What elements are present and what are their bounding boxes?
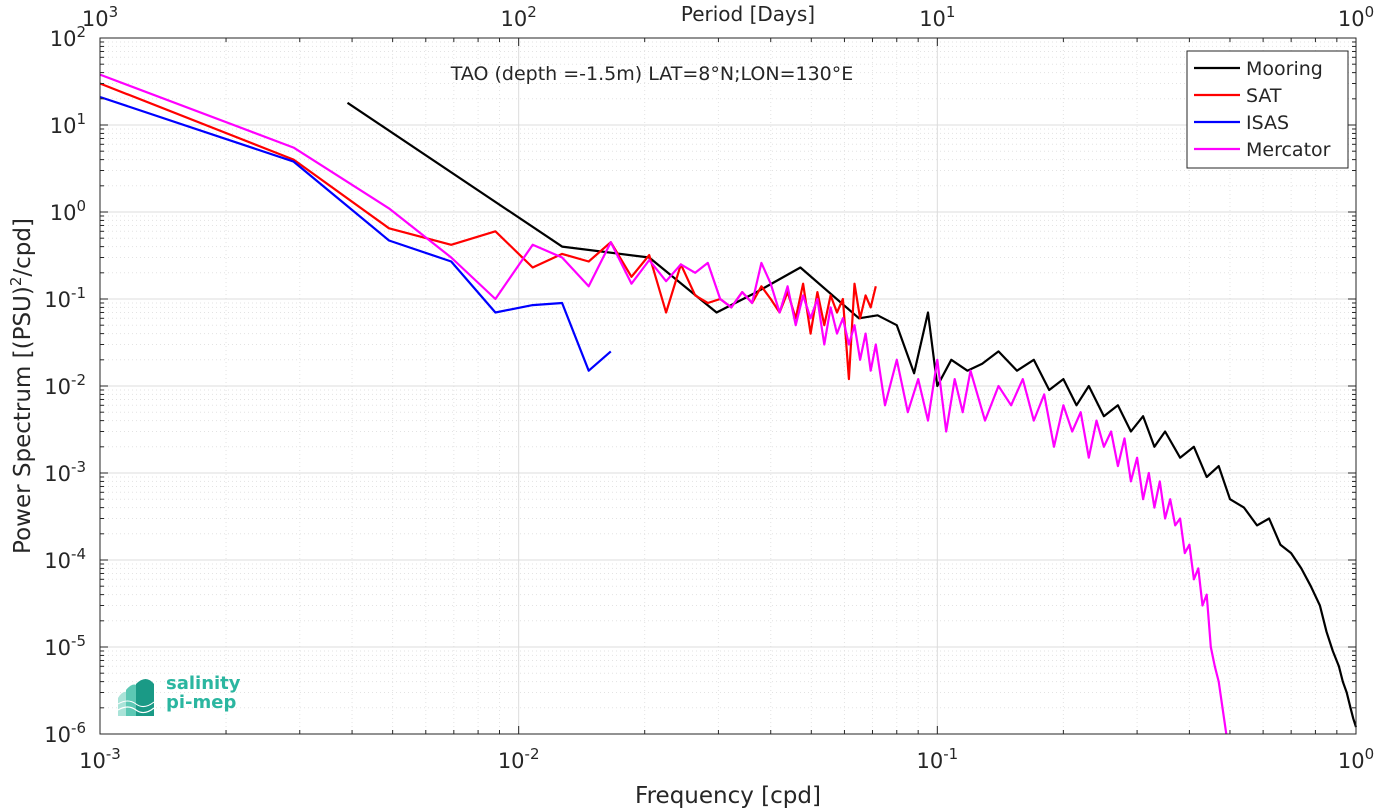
x-tick-label: 10-1 — [916, 745, 958, 773]
y-tick-label: 10-3 — [44, 458, 86, 486]
salinity-pi-mep-logo: salinity pi-mep — [116, 672, 256, 722]
logo-line2: pi-mep — [166, 692, 237, 713]
top-tick-label: 101 — [919, 3, 955, 31]
legend-label-mercator: Mercator — [1246, 139, 1331, 161]
y-tick-label: 100 — [50, 197, 86, 225]
series-lines — [99, 73, 1358, 735]
y-axis-label-main: Power Spectrum [(PSU) — [10, 286, 36, 554]
series-line-mercator — [99, 73, 1228, 735]
logo-waves-icon — [117, 679, 155, 716]
x-tick-label: 100 — [1338, 745, 1374, 773]
y-axis-label-sup: 2 — [7, 277, 25, 287]
legend: Mooring SAT ISAS Mercator — [1186, 50, 1349, 169]
x-tick-label: 10-2 — [498, 745, 540, 773]
y-tick-label: 10-1 — [44, 284, 86, 312]
legend-label-isas: ISAS — [1246, 112, 1289, 134]
ticks — [99, 37, 1357, 735]
top-axis-label: Period [Days] — [681, 2, 815, 26]
y-tick-label: 101 — [50, 110, 86, 138]
chart-title: TAO (depth =-1.5m) LAT=8°N;LON=130°E — [450, 63, 854, 85]
x-tick-label: 10-3 — [79, 745, 121, 773]
x-axis-label: Frequency [cpd] — [635, 783, 821, 809]
grid — [99, 38, 1356, 735]
top-tick-label: 100 — [1338, 3, 1374, 31]
legend-label-mooring: Mooring — [1246, 58, 1323, 80]
series-line-mooring — [346, 101, 1358, 728]
top-tick-label: 103 — [82, 3, 118, 31]
y-axis-label-tail: /cpd] — [10, 218, 36, 277]
legend-label-sat: SAT — [1246, 85, 1282, 107]
y-tick-label: 10-6 — [44, 719, 86, 747]
y-tick-label: 102 — [50, 23, 86, 51]
top-tick-label: 102 — [501, 3, 537, 31]
series-line-isas — [99, 95, 612, 372]
y-tick-label: 10-5 — [44, 632, 86, 660]
logo-line1: salinity — [166, 673, 241, 694]
y-tick-label: 10-4 — [44, 545, 86, 573]
y-tick-label: 10-2 — [44, 371, 86, 399]
y-axis-label: Power Spectrum [(PSU)2/cpd] — [7, 218, 36, 554]
